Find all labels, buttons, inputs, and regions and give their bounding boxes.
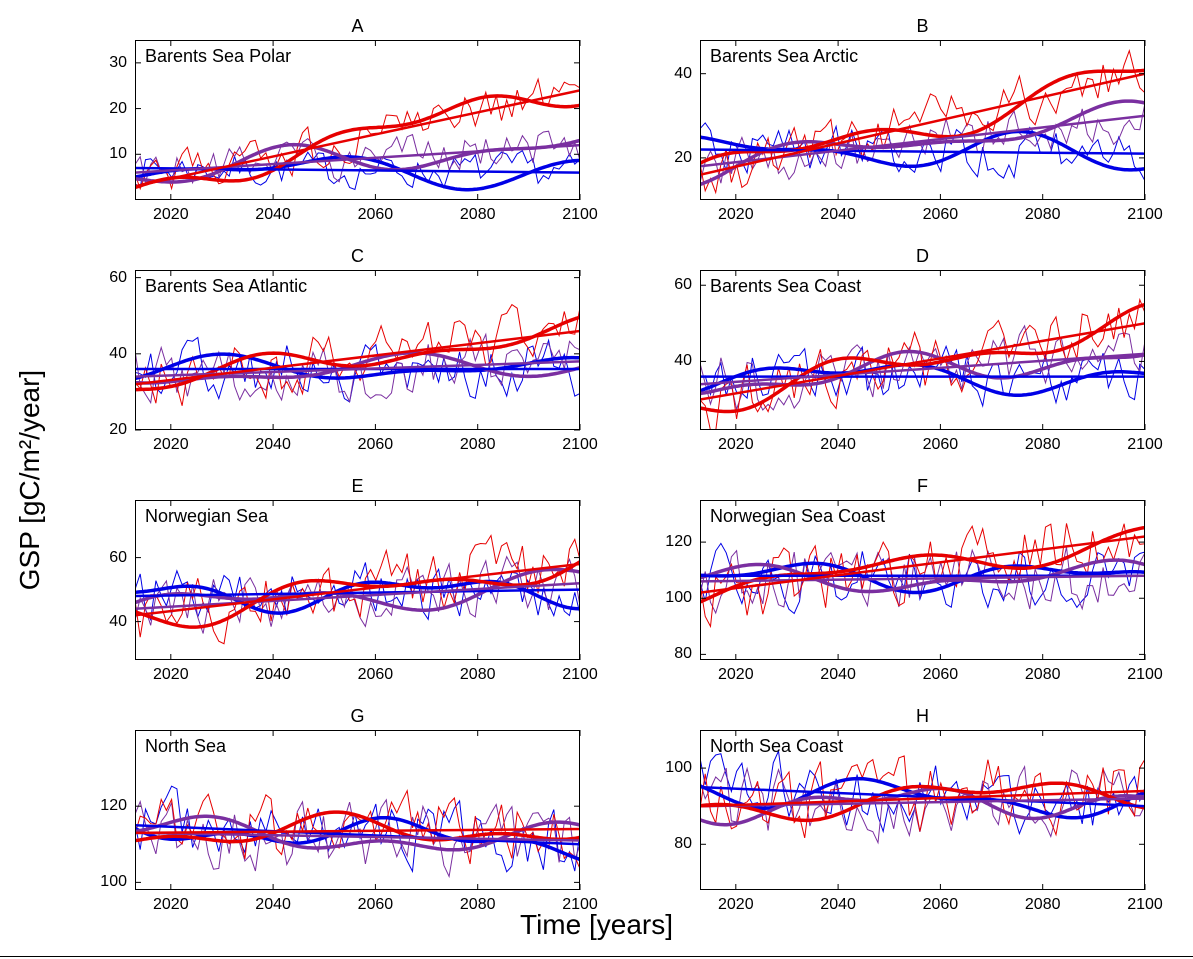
ytick-label: 80: [674, 645, 692, 663]
xtick-label: 2040: [255, 666, 291, 684]
xtick-label: 2100: [562, 206, 598, 224]
y-axis-label: GSP [gC/m²/year]: [14, 369, 46, 589]
xtick-label: 2100: [562, 666, 598, 684]
panel-region-label: North Sea: [145, 736, 226, 757]
panel-title: H: [916, 706, 929, 727]
ytick-label: 40: [674, 65, 692, 83]
xtick-label: 2020: [718, 436, 754, 454]
xtick-label: 2100: [562, 896, 598, 914]
xtick-label: 2040: [820, 206, 856, 224]
xtick-label: 2020: [153, 896, 189, 914]
xtick-label: 2100: [1127, 436, 1163, 454]
panel-region-label: Barents Sea Coast: [710, 276, 861, 297]
bottom-rule: [0, 956, 1193, 957]
xtick-label: 2080: [1025, 666, 1061, 684]
panel-F: FNorwegian Sea Coast20202040206020802100…: [700, 500, 1145, 660]
panel-region-label: Barents Sea Atlantic: [145, 276, 307, 297]
panel-A: ABarents Sea Polar2020204020602080210010…: [135, 40, 580, 200]
panel-C: CBarents Sea Atlantic2020204020602080210…: [135, 270, 580, 430]
ytick-label: 40: [674, 352, 692, 370]
panel-B: BBarents Sea Arctic202020402060208021002…: [700, 40, 1145, 200]
xtick-label: 2040: [255, 206, 291, 224]
panel-G: GNorth Sea20202040206020802100100120: [135, 730, 580, 890]
ytick-label: 100: [665, 759, 692, 777]
figure: GSP [gC/m²/year] Time [years] ABarents S…: [0, 0, 1193, 959]
ytick-label: 20: [109, 100, 127, 118]
xtick-label: 2100: [1127, 206, 1163, 224]
xtick-label: 2060: [358, 206, 394, 224]
panel-region-label: Barents Sea Polar: [145, 46, 291, 67]
xtick-label: 2080: [460, 436, 496, 454]
xtick-label: 2100: [1127, 896, 1163, 914]
panel-region-label: Barents Sea Arctic: [710, 46, 858, 67]
panel-H: HNorth Sea Coast202020402060208021008010…: [700, 730, 1145, 890]
ytick-label: 60: [109, 269, 127, 287]
ytick-label: 100: [100, 873, 127, 891]
xtick-label: 2020: [718, 666, 754, 684]
xtick-label: 2100: [1127, 666, 1163, 684]
ytick-label: 10: [109, 145, 127, 163]
ytick-label: 120: [665, 533, 692, 551]
ytick-label: 20: [109, 421, 127, 439]
xtick-label: 2040: [820, 436, 856, 454]
xtick-label: 2060: [923, 206, 959, 224]
xtick-label: 2020: [153, 206, 189, 224]
ytick-label: 100: [665, 589, 692, 607]
panel-region-label: Norwegian Sea Coast: [710, 506, 885, 527]
xtick-label: 2080: [1025, 896, 1061, 914]
xtick-label: 2020: [153, 666, 189, 684]
trend-line-purple: [135, 145, 580, 172]
xtick-label: 2080: [1025, 206, 1061, 224]
xtick-label: 2060: [923, 436, 959, 454]
xtick-label: 2060: [358, 666, 394, 684]
xtick-label: 2020: [718, 206, 754, 224]
xtick-label: 2040: [820, 666, 856, 684]
panel-title: E: [351, 476, 363, 497]
ytick-label: 60: [109, 549, 127, 567]
ytick-label: 40: [109, 613, 127, 631]
xtick-label: 2060: [923, 666, 959, 684]
panel-title: D: [916, 246, 929, 267]
panel-title: F: [917, 476, 928, 497]
xtick-label: 2060: [923, 896, 959, 914]
panel-title: G: [350, 706, 364, 727]
xtick-label: 2080: [460, 666, 496, 684]
xtick-label: 2040: [255, 436, 291, 454]
xtick-label: 2020: [153, 436, 189, 454]
ytick-label: 120: [100, 797, 127, 815]
panel-title: A: [351, 16, 363, 37]
ytick-label: 20: [674, 149, 692, 167]
panel-region-label: North Sea Coast: [710, 736, 843, 757]
xtick-label: 2080: [460, 896, 496, 914]
xtick-label: 2080: [460, 206, 496, 224]
xtick-label: 2100: [562, 436, 598, 454]
xtick-label: 2040: [820, 896, 856, 914]
xtick-label: 2080: [1025, 436, 1061, 454]
xtick-label: 2060: [358, 436, 394, 454]
ytick-label: 80: [674, 835, 692, 853]
ytick-label: 60: [674, 276, 692, 294]
panel-title: B: [916, 16, 928, 37]
xtick-label: 2020: [718, 896, 754, 914]
panel-title: C: [351, 246, 364, 267]
panel-D: DBarents Sea Coast2020204020602080210040…: [700, 270, 1145, 430]
panel-region-label: Norwegian Sea: [145, 506, 268, 527]
xtick-label: 2040: [255, 896, 291, 914]
panel-E: ENorwegian Sea202020402060208021004060: [135, 500, 580, 660]
ytick-label: 40: [109, 345, 127, 363]
ytick-label: 30: [109, 54, 127, 72]
xtick-label: 2060: [358, 896, 394, 914]
